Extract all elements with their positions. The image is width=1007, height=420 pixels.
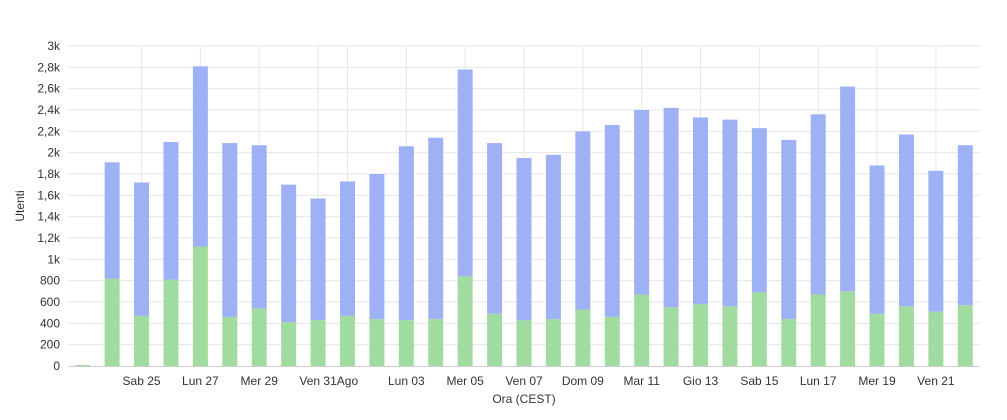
- y-tick-label: 2,2k: [37, 124, 61, 138]
- bar-segment-lower[interactable]: [369, 319, 385, 366]
- bar-segment-upper[interactable]: [457, 69, 473, 277]
- bar-segment-lower[interactable]: [869, 313, 885, 366]
- bar-segment-upper[interactable]: [369, 174, 385, 320]
- y-tick-label: 2,4k: [37, 103, 61, 117]
- bar-segment-lower[interactable]: [781, 319, 797, 366]
- bar-segment-lower[interactable]: [75, 364, 91, 366]
- x-tick-label: Lun 27: [182, 374, 219, 388]
- x-axis-title: Ora (CEST): [492, 392, 555, 406]
- y-tick-label: 1,6k: [37, 188, 61, 202]
- y-tick-label: 1k: [47, 252, 61, 266]
- bar-segment-upper[interactable]: [163, 142, 179, 280]
- bar-segment-upper[interactable]: [310, 198, 326, 321]
- bar-segment-lower[interactable]: [222, 316, 238, 366]
- bar-segment-upper[interactable]: [810, 114, 826, 295]
- bar-segment-upper[interactable]: [398, 146, 414, 321]
- y-tick-label: 0: [53, 359, 60, 373]
- bar-segment-upper[interactable]: [663, 107, 679, 308]
- y-tick-label: 800: [40, 274, 60, 288]
- bar-segment-lower[interactable]: [575, 309, 591, 366]
- y-tick-label: 2k: [47, 146, 61, 160]
- bar-segment-upper[interactable]: [192, 66, 208, 247]
- bar-segment-lower[interactable]: [722, 306, 738, 366]
- bar-segment-upper[interactable]: [104, 162, 120, 279]
- bar-segment-lower[interactable]: [751, 292, 767, 366]
- y-tick-label: 2,8k: [37, 60, 61, 74]
- x-tick-label: Mer 05: [446, 374, 484, 388]
- y-axis-ticks: 0 200 400 600 800 1k 1,2k 1,4k 1,6k 1,8k 2k 2,2k 2,4…: [37, 39, 61, 373]
- bar-segment-lower[interactable]: [457, 276, 473, 366]
- bar-segment-upper[interactable]: [957, 145, 973, 306]
- x-tick-label: Ago: [337, 374, 359, 388]
- bar-segment-lower[interactable]: [487, 313, 503, 366]
- bar-segment-upper[interactable]: [722, 119, 738, 307]
- y-tick-label: 2,6k: [37, 82, 61, 96]
- x-tick-label: Ven 07: [505, 374, 543, 388]
- y-tick-label: 600: [40, 295, 60, 309]
- y-tick-label: 1,2k: [37, 231, 61, 245]
- bar-segment-lower[interactable]: [840, 291, 856, 366]
- bar-segment-upper[interactable]: [516, 158, 532, 321]
- bars: [75, 66, 973, 366]
- y-tick-label: 1,8k: [37, 167, 61, 181]
- bar-segment-lower[interactable]: [192, 246, 208, 366]
- bar-segment-upper[interactable]: [869, 165, 885, 314]
- x-tick-label: Dom 09: [562, 374, 604, 388]
- bar-segment-upper[interactable]: [428, 137, 444, 320]
- x-tick-label: Mer 19: [858, 374, 896, 388]
- bar-segment-upper[interactable]: [840, 86, 856, 292]
- bar-segment-lower[interactable]: [663, 307, 679, 366]
- bar-segment-lower[interactable]: [251, 308, 267, 366]
- bar-segment-lower[interactable]: [281, 322, 297, 366]
- bar-segment-lower[interactable]: [163, 279, 179, 366]
- bar-segment-lower[interactable]: [104, 278, 120, 366]
- bar-segment-upper[interactable]: [545, 154, 561, 320]
- bar-segment-lower[interactable]: [428, 319, 444, 366]
- bar-segment-upper[interactable]: [634, 110, 650, 295]
- bar-segment-upper[interactable]: [251, 145, 267, 309]
- bar-segment-upper[interactable]: [575, 131, 591, 310]
- bar-segment-lower[interactable]: [516, 320, 532, 366]
- x-tick-label: Gio 13: [683, 374, 719, 388]
- y-tick-label: 200: [40, 338, 60, 352]
- bar-segment-upper[interactable]: [928, 170, 944, 312]
- x-tick-label: Sab 15: [740, 374, 778, 388]
- bar-segment-upper[interactable]: [339, 181, 355, 316]
- y-tick-label: 400: [40, 316, 60, 330]
- x-tick-label: Lun 17: [800, 374, 837, 388]
- bar-segment-upper[interactable]: [222, 143, 238, 317]
- bar-segment-lower[interactable]: [339, 315, 355, 366]
- x-tick-label: Ven 31: [299, 374, 337, 388]
- bar-segment-lower[interactable]: [310, 320, 326, 366]
- bar-segment-lower[interactable]: [693, 304, 709, 366]
- x-tick-label: Mar 11: [623, 374, 660, 388]
- bar-segment-lower[interactable]: [634, 294, 650, 366]
- bar-segment-upper[interactable]: [487, 143, 503, 314]
- y-tick-label: 1,4k: [37, 210, 61, 224]
- bar-segment-lower[interactable]: [898, 306, 914, 366]
- bar-segment-upper[interactable]: [781, 139, 797, 320]
- bar-segment-lower[interactable]: [957, 305, 973, 366]
- bar-segment-upper[interactable]: [898, 134, 914, 307]
- bar-segment-upper[interactable]: [134, 182, 150, 316]
- x-tick-label: Mer 29: [241, 374, 279, 388]
- bar-segment-upper[interactable]: [751, 128, 767, 293]
- x-axis-ticks: Sab 25 Lun 27 Mer 29 Ven 31 Ago Lun 03 Mer 05 V…: [123, 374, 955, 388]
- bar-segment-lower[interactable]: [545, 319, 561, 366]
- bar-segment-lower[interactable]: [810, 294, 826, 366]
- x-tick-label: Sab 25: [123, 374, 161, 388]
- bar-segment-upper[interactable]: [604, 124, 620, 317]
- bar-segment-lower[interactable]: [398, 320, 414, 366]
- bar-segment-lower[interactable]: [604, 316, 620, 366]
- bar-segment-upper[interactable]: [281, 184, 297, 323]
- x-tick-label: Lun 03: [388, 374, 425, 388]
- bar-segment-lower[interactable]: [928, 311, 944, 366]
- y-axis-title: Utenti: [13, 190, 27, 221]
- y-tick-label: 3k: [47, 39, 61, 53]
- bar-segment-upper[interactable]: [693, 117, 709, 305]
- x-tick-label: Ven 21: [917, 374, 955, 388]
- bar-segment-lower[interactable]: [134, 315, 150, 366]
